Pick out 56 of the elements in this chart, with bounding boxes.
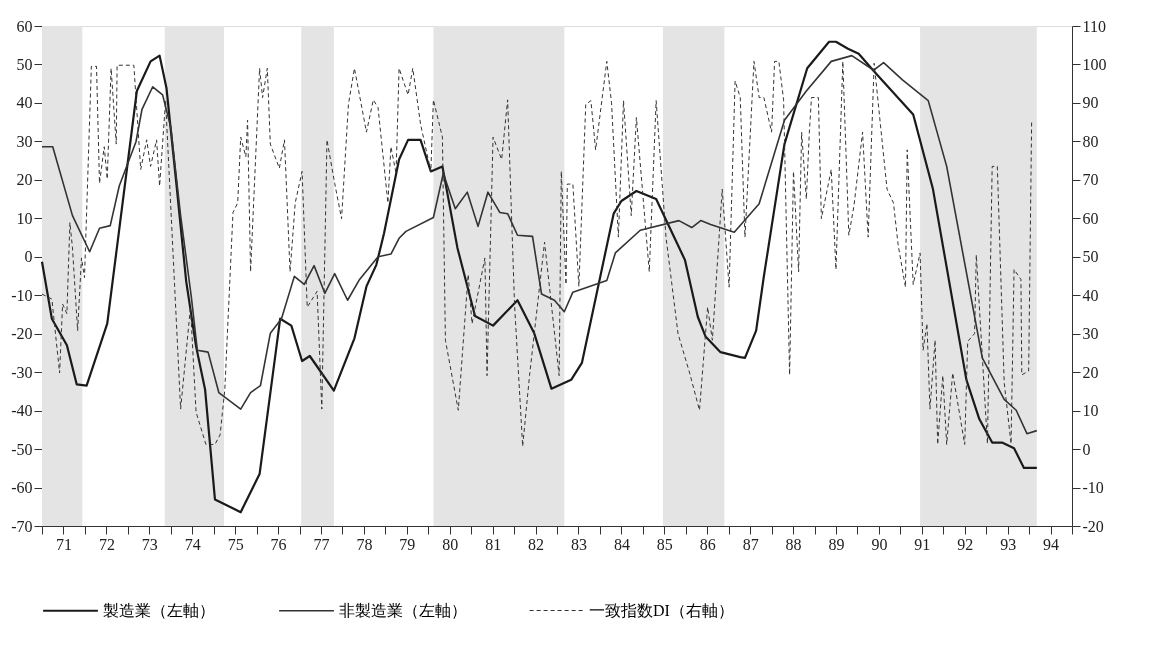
x-tick-label: 77 <box>313 535 330 553</box>
y2-tick-label: 50 <box>1082 248 1099 266</box>
x-tick-label: 78 <box>356 535 373 553</box>
x-tick-label: 88 <box>785 535 802 553</box>
y-tick-label: -50 <box>11 440 33 458</box>
x-tick-label: 92 <box>957 535 974 553</box>
x-tick-label: 81 <box>485 535 502 553</box>
legend-label: 一致指数DI（右軸） <box>589 601 734 619</box>
x-tick-label: 75 <box>227 535 244 553</box>
x-tick-label: 87 <box>742 535 759 553</box>
y-tick-label: -60 <box>11 479 33 497</box>
y2-tick-label: 30 <box>1082 325 1099 343</box>
y2-tick-label: -20 <box>1082 517 1104 535</box>
x-tick-label: 72 <box>98 535 115 553</box>
y2-tick-label: 90 <box>1082 94 1099 112</box>
x-tick-label: 85 <box>656 535 673 553</box>
y-tick-label: -70 <box>11 517 33 535</box>
y-tick-label: 40 <box>16 94 33 112</box>
x-tick-label: 89 <box>828 535 845 553</box>
x-tick-label: 90 <box>871 535 888 553</box>
y2-tick-label: 0 <box>1082 440 1091 458</box>
x-tick-label: 79 <box>399 535 416 553</box>
x-tick-label: 86 <box>699 535 716 553</box>
x-tick-label: 84 <box>613 535 630 553</box>
x-tick-label: 71 <box>55 535 72 553</box>
legend-label: 製造業（左軸） <box>103 601 215 619</box>
y2-tick-label: 110 <box>1082 17 1106 35</box>
x-tick-label: 76 <box>270 535 287 553</box>
y-tick-label: 30 <box>16 132 33 150</box>
x-tick-label: 74 <box>184 535 201 553</box>
y-tick-label: 0 <box>24 248 33 266</box>
x-tick-label: 80 <box>442 535 459 553</box>
x-tick-label: 73 <box>141 535 158 553</box>
y-tick-label: -40 <box>11 402 33 420</box>
legend-label: 非製造業（左軸） <box>339 601 467 619</box>
y-tick-label: -20 <box>11 325 33 343</box>
y2-tick-label: 40 <box>1082 286 1099 304</box>
y-tick-label: 20 <box>16 171 33 189</box>
x-tick-label: 82 <box>528 535 545 553</box>
y2-tick-label: 20 <box>1082 363 1099 381</box>
y2-tick-label: 80 <box>1082 132 1099 150</box>
x-tick-label: 83 <box>570 535 587 553</box>
y2-tick-label: 70 <box>1082 171 1099 189</box>
y-tick-label: 60 <box>16 17 33 35</box>
y2-tick-label: -10 <box>1082 479 1104 497</box>
y2-tick-label: 100 <box>1082 55 1107 73</box>
y-tick-label: -10 <box>11 286 33 304</box>
y-tick-label: -30 <box>11 363 33 381</box>
x-tick-label: 94 <box>1043 535 1060 553</box>
y2-tick-label: 60 <box>1082 209 1099 227</box>
line-series <box>40 40 1038 514</box>
x-tick-label: 93 <box>1000 535 1017 553</box>
y-tick-label: 10 <box>16 209 33 227</box>
x-tick-label: 91 <box>914 535 931 553</box>
y2-tick-label: 10 <box>1082 402 1099 420</box>
y-tick-label: 50 <box>16 55 33 73</box>
